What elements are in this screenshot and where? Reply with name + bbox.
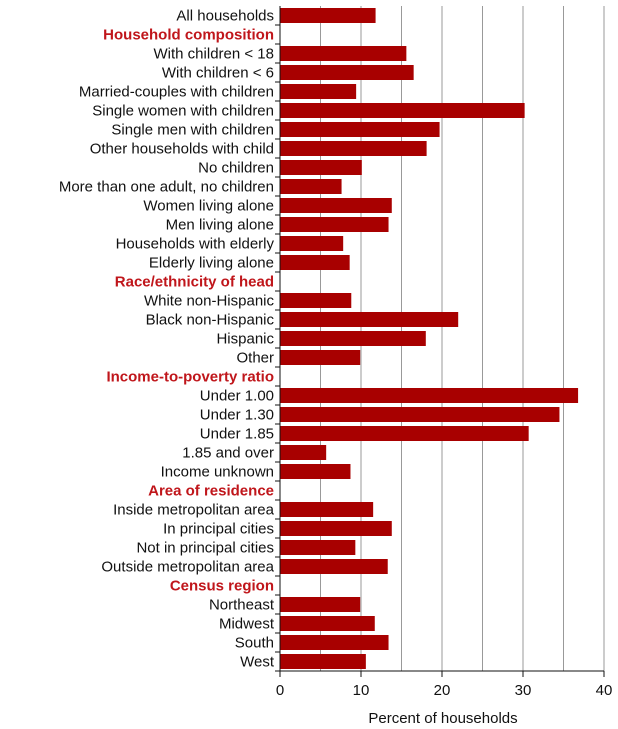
category-label: Elderly living alone	[149, 255, 274, 272]
bar	[280, 8, 376, 23]
category-label: South	[235, 635, 274, 652]
category-label: Other households with child	[90, 141, 274, 158]
x-tick-label: 20	[434, 682, 451, 699]
bar	[280, 255, 350, 270]
category-label: Hispanic	[216, 331, 274, 348]
category-label: Under 1.30	[200, 407, 274, 424]
category-label: Northeast	[209, 597, 275, 614]
section-label: Area of residence	[148, 483, 274, 500]
bar	[280, 217, 389, 232]
category-label: Households with elderly	[116, 236, 275, 253]
bar	[280, 331, 426, 346]
bar	[280, 502, 374, 517]
bar	[280, 312, 459, 327]
bar	[280, 445, 327, 460]
category-label: West	[240, 654, 275, 671]
x-tick-label: 10	[353, 682, 370, 699]
bar	[280, 388, 579, 403]
bar	[280, 103, 525, 118]
category-label: Outside metropolitan area	[101, 559, 274, 576]
x-tick-label: 40	[596, 682, 613, 699]
category-label: Not in principal cities	[136, 540, 274, 557]
category-label: No children	[198, 160, 274, 177]
bar	[280, 464, 351, 479]
bar	[280, 160, 362, 175]
bar	[280, 616, 375, 631]
bar	[280, 198, 392, 213]
category-label: In principal cities	[163, 521, 274, 538]
category-label: All households	[176, 8, 274, 25]
category-label: Married-couples with children	[79, 84, 274, 101]
category-label: Inside metropolitan area	[113, 502, 275, 519]
bars	[280, 8, 579, 669]
bar	[280, 141, 427, 156]
category-label: Income unknown	[161, 464, 274, 481]
bar	[280, 654, 366, 669]
x-axis-title: Percent of households	[368, 710, 517, 727]
category-labels: All households Household composition With …	[59, 8, 275, 671]
section-label: Household composition	[103, 27, 274, 44]
bar	[280, 293, 352, 308]
bar	[280, 46, 407, 61]
section-label: Income-to-poverty ratio	[106, 369, 274, 386]
bar	[280, 597, 361, 612]
category-label: Under 1.00	[200, 388, 274, 405]
bar	[280, 236, 344, 251]
x-tick-label: 30	[515, 682, 532, 699]
category-label: With children < 6	[162, 65, 274, 82]
category-label: Midwest	[219, 616, 275, 633]
category-label: With children < 18	[154, 46, 274, 63]
category-label: More than one adult, no children	[59, 179, 274, 196]
category-label: White non-Hispanic	[144, 293, 275, 310]
axes: 0 10 20 30 40	[275, 6, 612, 699]
category-label: Women living alone	[143, 198, 274, 215]
section-label: Race/ethnicity of head	[115, 274, 274, 291]
bar	[280, 84, 357, 99]
x-tick-label: 0	[276, 682, 284, 699]
bar	[280, 407, 560, 422]
category-label: Black non-Hispanic	[146, 312, 275, 329]
bar	[280, 635, 389, 650]
bar	[280, 559, 388, 574]
category-label: 1.85 and over	[182, 445, 274, 462]
bar	[280, 350, 361, 365]
category-label: Single women with children	[92, 103, 274, 120]
bar	[280, 65, 414, 80]
section-label: Census region	[170, 578, 274, 595]
bar	[280, 122, 440, 137]
bar	[280, 540, 356, 555]
bar	[280, 426, 529, 441]
category-label: Under 1.85	[200, 426, 274, 443]
category-label: Other	[236, 350, 274, 367]
category-label: Men living alone	[166, 217, 274, 234]
bar	[280, 179, 342, 194]
bar	[280, 521, 392, 536]
category-label: Single men with children	[111, 122, 274, 139]
